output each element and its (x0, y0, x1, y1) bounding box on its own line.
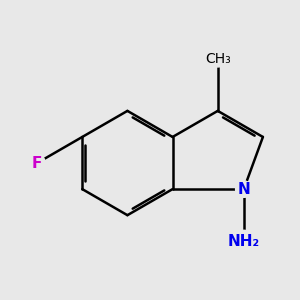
Text: CH₃: CH₃ (205, 52, 231, 66)
Circle shape (209, 50, 226, 67)
Circle shape (29, 155, 45, 171)
Circle shape (233, 230, 255, 252)
Text: NH₂: NH₂ (228, 234, 260, 249)
Text: N: N (237, 182, 250, 196)
Circle shape (236, 181, 252, 197)
Text: F: F (32, 155, 42, 170)
